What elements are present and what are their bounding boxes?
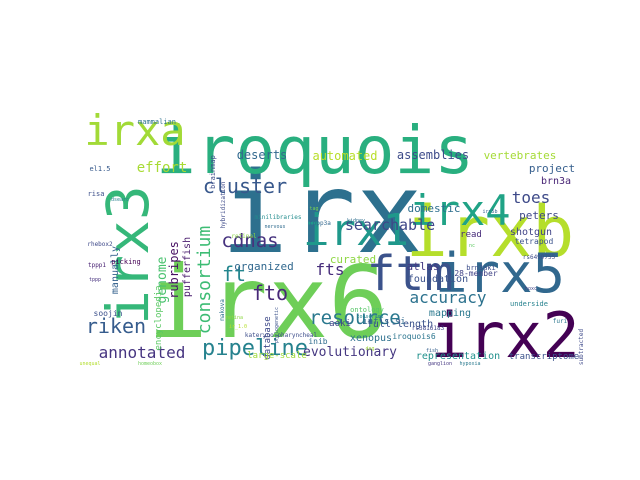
cloud-word: rs6499755 xyxy=(523,254,556,261)
cloud-word: encyclopedia xyxy=(154,285,164,350)
cloud-word: mapping xyxy=(429,308,471,319)
cloud-word: ganglion xyxy=(428,361,452,367)
cloud-word: brainmap xyxy=(209,155,217,189)
cloud-word: irx2 xyxy=(430,299,579,372)
cloud-word: fish xyxy=(426,348,438,354)
cloud-word: conserved xyxy=(356,314,383,320)
cloud-word: irx4 xyxy=(409,186,510,235)
cloud-word: annotated xyxy=(99,343,186,362)
cloud-word: domestic xyxy=(408,202,461,215)
cloud-word: deserts xyxy=(237,148,288,162)
cloud-word: rubripes xyxy=(167,241,181,299)
cloud-word: ontology xyxy=(350,306,384,314)
cloud-word: risa xyxy=(88,190,105,198)
cloud-word: pufferfish xyxy=(182,237,193,297)
cloud-word: peters xyxy=(519,209,559,222)
cloud-word: organized xyxy=(234,260,294,273)
cloud-word: cdnas xyxy=(221,230,278,252)
cloud-word: minilibraries xyxy=(255,214,302,221)
cloud-word: pipeline xyxy=(202,336,308,361)
cloud-word: irxb xyxy=(406,191,575,273)
cloud-word: 28-member xyxy=(454,269,498,278)
cloud-word: transcriptome xyxy=(509,352,579,362)
cloud-word: automated xyxy=(312,149,377,163)
cloud-word: assemblies xyxy=(397,148,469,162)
cloud-word: irx1 xyxy=(303,205,409,256)
cloud-word: phylogenetic xyxy=(274,307,280,343)
cloud-word: accuracy xyxy=(409,288,486,307)
cloud-word: dog xyxy=(365,346,374,352)
cloud-word: makova xyxy=(219,299,226,321)
cloud-word: kidney xyxy=(347,218,365,224)
cloud-word: effort xyxy=(137,160,188,176)
cloud-word: nervous xyxy=(264,224,285,230)
cloud-word: unequal xyxy=(79,361,100,367)
cloud-word: rs3816183 xyxy=(412,325,445,332)
cloud-word: brn3aki xyxy=(466,264,496,272)
cloud-word: large-scale xyxy=(247,351,307,361)
cloud-word: irx3 xyxy=(94,185,162,325)
cloud-word: brn3a xyxy=(541,176,571,187)
cloud-word: hoxc xyxy=(525,286,537,292)
cloud-word: irx xyxy=(221,149,423,279)
cloud-word: representation xyxy=(416,351,500,362)
cloud-word: curated xyxy=(330,253,376,266)
cloud-word: irx5b xyxy=(482,209,497,215)
cloud-word: furi xyxy=(553,318,568,325)
cloud-word: fto xyxy=(252,281,288,305)
cloud-word: searchable xyxy=(345,216,435,234)
cloud-word: fts xyxy=(316,260,345,279)
cloud-word: inib xyxy=(308,337,327,346)
cloud-word: irxa xyxy=(84,106,185,155)
cloud-word: infls-si xyxy=(362,317,405,327)
cloud-word: atlas xyxy=(406,260,439,273)
cloud-word: tppp3a xyxy=(309,220,331,227)
cloud-word: rhebox2 xyxy=(87,241,113,248)
cloud-word: shotgun xyxy=(510,227,552,238)
cloud-word: genome xyxy=(155,256,170,303)
cloud-word: read xyxy=(460,230,482,240)
cloud-word: riken xyxy=(86,314,146,338)
cloud-word: aoki xyxy=(329,319,351,329)
cloud-word: iroquois6 xyxy=(392,332,436,341)
cloud-word: cluster xyxy=(203,174,287,198)
cloud-word: manually xyxy=(110,246,121,294)
cloud-word: ft xyxy=(222,262,246,286)
cloud-word: ir_1.0 xyxy=(229,324,247,330)
cloud-word: homeobox xyxy=(138,361,162,367)
cloud-word: irx6 xyxy=(148,244,389,361)
cloud-word: evolutionary xyxy=(303,345,397,360)
cloud-word: mammalian xyxy=(138,118,176,126)
cloud-word: database xyxy=(263,316,273,359)
cloud-word: tppp xyxy=(89,277,101,283)
cloud-word: hybridization xyxy=(220,181,227,228)
cloud-word: full-length xyxy=(367,319,433,330)
cloud-word: soojin xyxy=(94,309,123,318)
cloud-word: ftm xyxy=(367,246,454,302)
cloud-word: tag xyxy=(309,206,318,212)
cloud-word: kateryno-pharyncheal xyxy=(245,332,318,339)
cloud-word: iroquois xyxy=(156,112,474,189)
cloud-word: resource xyxy=(309,307,401,329)
cloud-word: consortium xyxy=(194,226,215,334)
cloud-word: irx5 xyxy=(435,242,565,305)
cloud-word: retinal xyxy=(231,233,257,240)
cloud-word: retina xyxy=(225,315,243,321)
cloud-word: underside xyxy=(510,300,548,308)
cloud-word: vertebrates xyxy=(484,149,557,162)
cloud-word: toes xyxy=(512,188,551,207)
cloud-word: nc xyxy=(469,243,475,249)
cloud-word: foundation xyxy=(408,274,468,285)
cloud-word: el1.5 xyxy=(89,165,110,173)
cloud-word: picking xyxy=(111,258,141,266)
cloud-word: tetrapod xyxy=(515,237,554,246)
cloud-word: project xyxy=(529,162,575,175)
cloud-word: subtracted xyxy=(578,329,585,366)
cloud-word: dsearc xyxy=(111,197,129,203)
cloud-word: xenopus xyxy=(350,333,392,344)
cloud-word: tppp1 xyxy=(88,262,106,269)
cloud-word: hypoxia xyxy=(459,361,480,367)
